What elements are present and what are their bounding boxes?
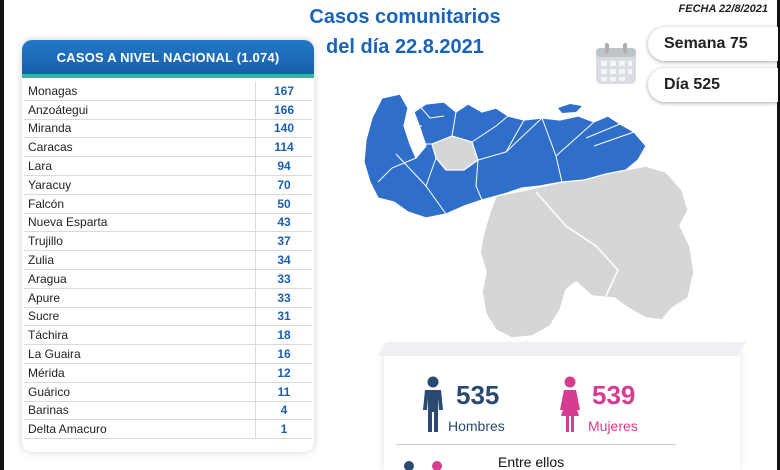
date-label: FECHA 22/8/2021 <box>678 3 768 15</box>
table-row: Sucre 31 <box>24 307 312 327</box>
map-island-nueva-esparta <box>558 104 582 113</box>
state-name: Barinas <box>24 401 256 420</box>
state-name: Mérida <box>24 363 256 382</box>
male-person-icon <box>423 376 443 432</box>
between-label: Entre ellos <box>498 454 565 470</box>
female-dot-icon <box>432 461 442 470</box>
case-count: 16 <box>277 347 291 362</box>
title-line-1: Casos comunitarios <box>309 6 501 28</box>
case-count: 11 <box>277 384 291 399</box>
state-name: La Guaira <box>24 345 256 363</box>
gender-panel: 535 Hombres 539 Mujeres Entre ellos <box>377 342 747 470</box>
case-count: 167 <box>273 83 295 98</box>
table-row: La Guaira 16 <box>24 345 312 364</box>
table-row: Miranda 140 <box>24 119 312 139</box>
panel-cap <box>377 342 747 356</box>
case-count: 33 <box>277 271 291 286</box>
table-row: Guárico 11 <box>24 382 312 402</box>
female-label: Mujeres <box>588 418 638 434</box>
state-name: Miranda <box>24 119 256 138</box>
right-border <box>777 0 780 470</box>
map-region-south <box>479 165 695 339</box>
case-count: 12 <box>277 365 291 380</box>
state-name: Falcón <box>24 194 256 213</box>
table-row: Mérida 12 <box>24 363 312 383</box>
table-row: Táchira 18 <box>24 326 312 346</box>
state-name: Aragua <box>24 269 256 288</box>
table-row: Anzoátegui 166 <box>24 100 312 120</box>
case-count: 37 <box>277 234 291 249</box>
table-row: Monagas 167 <box>24 82 312 101</box>
state-name: Guárico <box>24 382 256 401</box>
table-row: Delta Amacuro 1 <box>24 420 312 440</box>
state-name: Sucre <box>24 307 256 326</box>
table-row: Barinas 4 <box>24 401 312 421</box>
table-row: Falcón 50 <box>24 194 312 214</box>
left-border <box>0 0 4 470</box>
state-name: Nueva Esparta <box>24 213 256 232</box>
day-badge: Día 525 <box>648 68 778 102</box>
female-person-icon <box>560 376 580 432</box>
state-name: Táchira <box>24 326 256 345</box>
case-count: 43 <box>277 215 291 230</box>
case-count: 4 <box>280 403 288 418</box>
table-row: Caracas 114 <box>24 138 312 158</box>
state-name: Apure <box>24 288 256 307</box>
table-body: Monagas 167 Anzoátegui 166 Miranda 140 Caracas… <box>24 82 312 440</box>
national-cases-table: CASOS A NIVEL NACIONAL (1.074) Monagas 16… <box>22 40 314 452</box>
state-name: Caracas <box>24 138 256 157</box>
table-row: Lara 94 <box>24 157 312 176</box>
case-count: 33 <box>277 290 291 305</box>
case-count: 166 <box>273 102 295 117</box>
state-name: Yaracuy <box>24 175 256 194</box>
table-row: Apure 33 <box>24 288 312 308</box>
map-region-south-border <box>535 191 619 297</box>
week-badge: Semana 75 <box>648 27 778 61</box>
table-row: Zulia 34 <box>24 251 312 270</box>
state-name: Monagas <box>24 82 256 100</box>
state-name: Lara <box>24 157 256 175</box>
case-count: 18 <box>277 328 291 343</box>
male-dot-icon <box>404 461 414 470</box>
page-title: Casos comunitarios del día 22.8.2021 <box>270 2 540 62</box>
female-count: 539 <box>592 380 636 410</box>
title-line-2: del día 22.8.2021 <box>326 36 484 58</box>
case-count: 50 <box>277 196 291 211</box>
state-name: Anzoátegui <box>24 100 256 119</box>
state-name: Delta Amacuro <box>24 420 256 439</box>
case-count: 70 <box>277 177 291 192</box>
case-count: 140 <box>273 121 295 136</box>
calendar-icon <box>596 43 636 84</box>
case-count: 34 <box>277 253 291 268</box>
case-count: 1 <box>280 422 288 437</box>
venezuela-map <box>363 93 695 339</box>
map-region-cojedes <box>431 135 479 171</box>
case-count: 31 <box>277 309 291 324</box>
table-row: Trujillo 37 <box>24 232 312 252</box>
panel-divider <box>396 444 676 445</box>
case-count: 94 <box>277 159 291 174</box>
state-name: Zulia <box>24 251 256 269</box>
case-count: 114 <box>274 140 294 155</box>
male-label: Hombres <box>448 418 505 434</box>
state-name: Trujillo <box>24 232 256 251</box>
table-header: CASOS A NIVEL NACIONAL (1.074) <box>22 40 314 78</box>
table-row: Nueva Esparta 43 <box>24 213 312 233</box>
table-row: Yaracuy 70 <box>24 175 312 195</box>
table-row: Aragua 33 <box>24 269 312 289</box>
male-count: 535 <box>456 380 500 410</box>
